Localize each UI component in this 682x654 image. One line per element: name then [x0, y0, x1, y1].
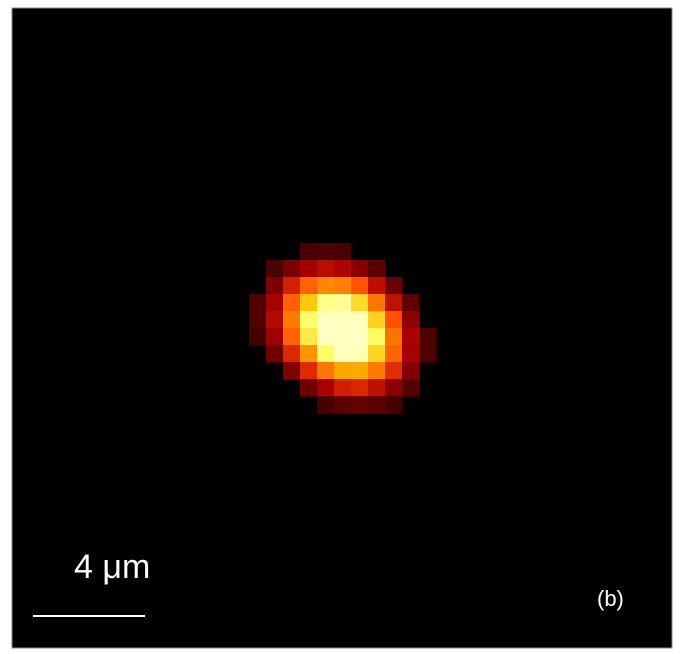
blob-pixel [249, 294, 267, 312]
blob-pixel [351, 362, 369, 380]
blob-pixel [368, 396, 386, 414]
blob-pixel [266, 277, 284, 295]
blob-pixel [266, 260, 284, 278]
blob-pixel [351, 328, 369, 346]
blob-pixel [334, 311, 352, 329]
blob-pixel [334, 345, 352, 363]
blob-pixel [317, 396, 335, 414]
micrograph: 4 μm (b) [0, 0, 682, 654]
blob-pixel [334, 277, 352, 295]
blob-pixel [317, 379, 335, 397]
blob-pixel [334, 243, 352, 261]
blob-pixel [334, 362, 352, 380]
blob-pixel [334, 396, 352, 414]
page: 4 μm (b) (() => { const data = JSON.pars… [0, 0, 682, 654]
blob-pixel [334, 328, 352, 346]
blob-pixel [334, 294, 352, 312]
blob-pixel [385, 294, 403, 312]
blob-pixel [300, 277, 318, 295]
blob-pixel [368, 260, 386, 278]
blob-pixel [334, 379, 352, 397]
blob-pixel [317, 311, 335, 329]
blob-pixel [266, 294, 284, 312]
blob-pixel [402, 311, 420, 329]
blob-pixel [351, 396, 369, 414]
blob-pixel [368, 311, 386, 329]
blob-pixel [266, 311, 284, 329]
blob-pixel [283, 311, 301, 329]
blob-pixel [402, 345, 420, 363]
blob-pixel [351, 277, 369, 295]
blob-pixel [317, 345, 335, 363]
blob-pixel [300, 260, 318, 278]
blob-pixel [368, 294, 386, 312]
blob-pixel [402, 294, 420, 312]
blob-pixel [385, 277, 403, 295]
blob-pixel [402, 328, 420, 346]
blob-pixel [300, 294, 318, 312]
blob-pixel [368, 379, 386, 397]
blob-pixel [283, 277, 301, 295]
blob-pixel [283, 328, 301, 346]
blob-pixel [351, 345, 369, 363]
blob-pixel [317, 277, 335, 295]
blob-pixel [283, 260, 301, 278]
blob-pixel [368, 345, 386, 363]
blob-pixel [283, 294, 301, 312]
blob-pixel [266, 328, 284, 346]
blob-pixel [385, 362, 403, 380]
blob-pixel [317, 294, 335, 312]
blob-pixel [317, 260, 335, 278]
blob-pixel [317, 328, 335, 346]
blob-pixel [385, 396, 403, 414]
blob-pixel [385, 311, 403, 329]
blob-pixel [351, 294, 369, 312]
blob-pixel [317, 362, 335, 380]
blob-pixel [249, 311, 267, 329]
blob-pixel [317, 243, 335, 261]
blob-pixel [351, 260, 369, 278]
blob-pixel [283, 362, 301, 380]
blob-pixel [402, 379, 420, 397]
blob-pixel [368, 362, 386, 380]
blob-pixel [385, 345, 403, 363]
blob-pixel [300, 362, 318, 380]
blob-pixel [300, 379, 318, 397]
blob-pixel [249, 328, 267, 346]
blob-pixel [419, 328, 437, 346]
blob-pixel [300, 311, 318, 329]
blob-pixel [266, 345, 284, 363]
blob-pixel [300, 345, 318, 363]
blob-pixel [300, 243, 318, 261]
blob-pixel [334, 260, 352, 278]
panel-label: (b) [597, 586, 624, 611]
blob-pixel [351, 311, 369, 329]
blob-pixel [385, 379, 403, 397]
blob-pixel [419, 345, 437, 363]
blob-pixel [283, 345, 301, 363]
blob-pixel [385, 328, 403, 346]
blob-pixel [300, 328, 318, 346]
scale-bar-label: 4 μm [74, 548, 150, 586]
blob-pixel [402, 362, 420, 380]
blob-pixel [351, 379, 369, 397]
blob-pixel [368, 277, 386, 295]
blob-pixel [368, 328, 386, 346]
